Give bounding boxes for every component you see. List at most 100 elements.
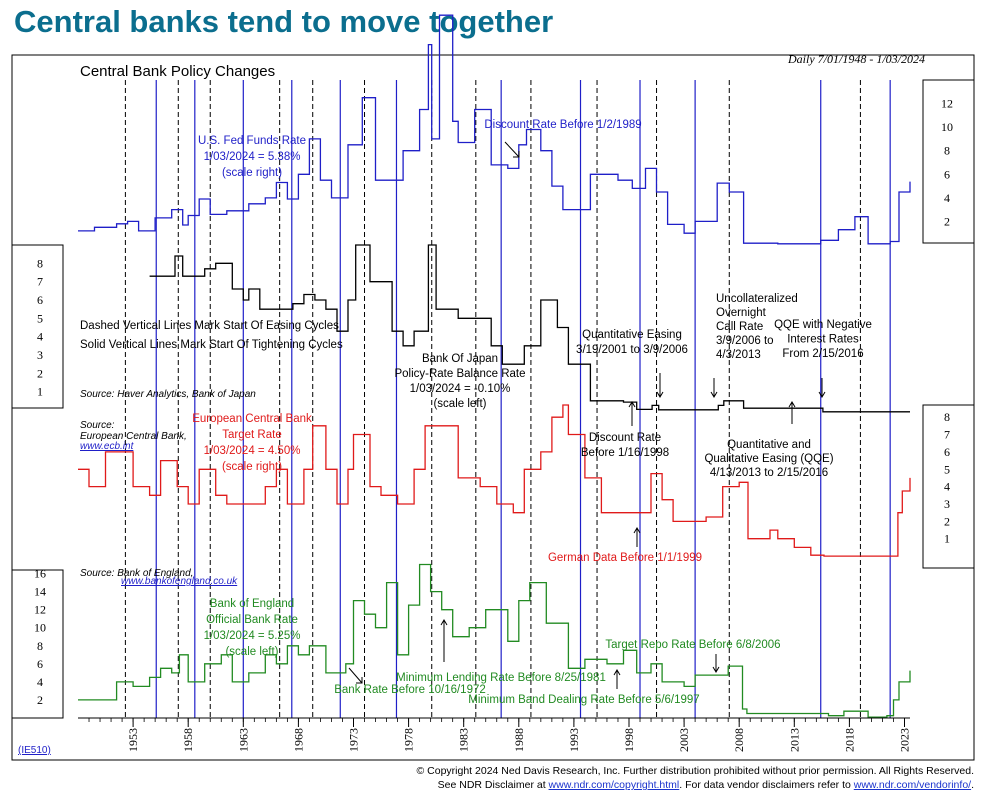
boj-tick-label: 3 xyxy=(37,348,43,362)
boe-tick-label: 4 xyxy=(37,675,43,689)
boj-discount-note-2: Before 1/16/1998 xyxy=(581,447,669,459)
boj-qe-note-1: Quantitative Easing xyxy=(582,329,682,341)
boj-call-rate-note-3: Call Rate xyxy=(716,321,763,333)
boe-bank-rate-note: Bank Rate Before 10/16/1972 xyxy=(334,684,486,696)
boj-label-3: 1/03/2024 = -0.10% xyxy=(410,383,511,395)
disclaimer-post: . xyxy=(971,779,974,791)
ecb-tick-label: 8 xyxy=(944,410,950,424)
x-tick-label: 2013 xyxy=(787,728,801,752)
ecb-series-line xyxy=(78,404,911,557)
boj-call-rate-note-5: 4/3/2013 xyxy=(716,349,761,361)
boj-arrow-discount-icon-head xyxy=(628,401,636,408)
boj-qe-note-2: 3/19/2001 to 3/9/2006 xyxy=(576,344,688,356)
boj-qqe-negative-note-1: QQE with Negative xyxy=(774,319,872,331)
ecb-source-line-1: European Central Bank, xyxy=(80,431,187,442)
boj-source: Source: Haver Analytics, Bank of Japan xyxy=(80,389,256,400)
policy-chart: 2468101212345678123456782468101214161953… xyxy=(11,14,975,761)
x-tick-label: 1963 xyxy=(236,728,250,752)
fed-label-3: (scale right) xyxy=(222,167,282,179)
ecb-tick-label: 7 xyxy=(944,428,950,442)
fed-tick-label: 2 xyxy=(944,214,950,228)
fed-axis-box xyxy=(922,79,975,244)
disclaimer-mid: . For data vendor disclaimers refer to xyxy=(679,779,854,791)
disclaimer-text: See NDR Disclaimer at www.ndr.com/copyri… xyxy=(14,778,974,792)
x-tick-label: 2018 xyxy=(842,728,856,752)
page-title: Central banks tend to move together xyxy=(14,4,554,39)
boj-tick-label: 2 xyxy=(37,366,43,380)
footer: © Copyright 2024 Ned Davis Research, Inc… xyxy=(14,764,975,792)
ecb-tick-label: 5 xyxy=(944,462,950,476)
boj-qqe-negative-note-2: Interest Rates xyxy=(787,334,859,346)
boj-qqe-note-2: Qualitative Easing (QQE) xyxy=(704,453,833,465)
fed-tick-label: 4 xyxy=(944,191,950,205)
boj-call-rate-note-1: Uncollateralized xyxy=(716,293,798,305)
ecb-tick-label: 2 xyxy=(944,514,950,528)
boe-label-1: Bank of England xyxy=(210,598,294,610)
boe-tick-label: 14 xyxy=(34,585,46,599)
fed-discount-note: Discount Rate Before 1/2/1989 xyxy=(484,119,641,131)
boj-arrow-qqe-icon-head xyxy=(788,401,796,408)
boj-tick-label: 5 xyxy=(37,311,43,325)
fed-arrow-icon xyxy=(504,141,520,158)
vendorinfo-link[interactable]: www.ndr.com/vendorinfo/ xyxy=(853,779,972,791)
boe-label-4: (scale left) xyxy=(225,646,278,658)
ecb-label-4: (scale right) xyxy=(222,461,282,473)
boe-tick-label: 8 xyxy=(37,639,43,653)
boj-tick-label: 7 xyxy=(37,275,43,289)
boe-mlr-note: Minimum Lending Rate Before 8/25/1981 xyxy=(396,672,606,684)
x-tick-label: 1983 xyxy=(457,728,471,752)
x-tick-label: 1973 xyxy=(346,728,360,752)
x-tick-label: 1993 xyxy=(567,728,581,752)
boj-label-1: Bank Of Japan xyxy=(422,353,498,365)
x-tick-label: 1958 xyxy=(181,728,195,752)
boe-series-line xyxy=(78,563,911,718)
ecb-tick-label: 3 xyxy=(944,497,950,511)
boj-call-rate-note-4: 3/9/2006 to xyxy=(716,335,774,347)
x-tick-label: 1968 xyxy=(291,728,305,752)
date-range: Daily 7/01/1948 - 1/03/2024 xyxy=(787,52,925,66)
ecb-source: Source: xyxy=(80,420,115,431)
boj-axis-box xyxy=(11,244,64,409)
x-tick-label: 1988 xyxy=(512,728,526,752)
ecb-tick-label: 1 xyxy=(944,532,950,546)
boe-arrow-repo-icon-head xyxy=(712,666,720,673)
boe-source-line-1: www.bankofengland.co.uk xyxy=(121,576,238,587)
boj-arrow-qe-icon-head xyxy=(656,391,664,398)
fed-label-2: 1/03/2024 = 5.38% xyxy=(204,151,301,163)
ecb-tick-label: 6 xyxy=(944,445,950,459)
boj-qqe-note-1: Quantitative and xyxy=(727,439,811,451)
boe-axis-box xyxy=(11,569,64,719)
disclaimer-pre: See NDR Disclaimer at xyxy=(437,779,549,791)
boj-tick-label: 8 xyxy=(37,256,43,270)
boe-repo-note: Target Repo Rate Before 6/8/2006 xyxy=(605,639,780,651)
copyright-link[interactable]: www.ndr.com/copyright.html xyxy=(548,779,680,791)
fed-tick-label: 12 xyxy=(941,97,953,111)
x-tick-label: 2008 xyxy=(732,728,746,752)
boj-tick-label: 4 xyxy=(37,330,43,344)
copyright-text: © Copyright 2024 Ned Davis Research, Inc… xyxy=(416,765,975,777)
ecb-axis-box xyxy=(922,404,975,569)
ecb-arrow-icon-head xyxy=(633,527,641,534)
ecb-german-note: German Data Before 1/1/1999 xyxy=(548,552,702,564)
ecb-source-line-2: www.ecb.int xyxy=(80,441,135,452)
boe-tick-label: 16 xyxy=(34,567,46,581)
boe-tick-label: 12 xyxy=(34,603,46,617)
legend-tightening-note: Solid Vertical Lines Mark Start Of Tight… xyxy=(80,339,343,351)
fed-label-1: U.S. Fed Funds Rate xyxy=(198,135,306,147)
boj-arrow-negative-icon-head xyxy=(818,391,826,398)
boj-label-2: Policy-Rate Balance Rate xyxy=(394,368,525,380)
boe-label-3: 1/03/2024 = 5.25% xyxy=(204,630,301,642)
boe-tick-label: 6 xyxy=(37,657,43,671)
ecb-label-2: Target Rate xyxy=(222,429,281,441)
boj-series-line xyxy=(149,244,910,413)
ecb-label-1: European Central Bank xyxy=(192,413,312,425)
boe-source: Source: Bank of England, xyxy=(80,568,193,579)
boj-arrow-call-icon-head xyxy=(710,391,718,398)
boj-tick-label: 1 xyxy=(37,385,43,399)
ecb-label-3: 1/03/2024 = 4.50% xyxy=(204,445,301,457)
boj-qqe-negative-note-3: From 2/15/2016 xyxy=(782,348,863,360)
chart-code: (IE510) xyxy=(18,745,51,756)
boj-call-rate-note-2: Overnight xyxy=(716,307,767,319)
x-tick-label: 2023 xyxy=(897,728,911,752)
chart-title: Central Bank Policy Changes xyxy=(80,63,275,80)
